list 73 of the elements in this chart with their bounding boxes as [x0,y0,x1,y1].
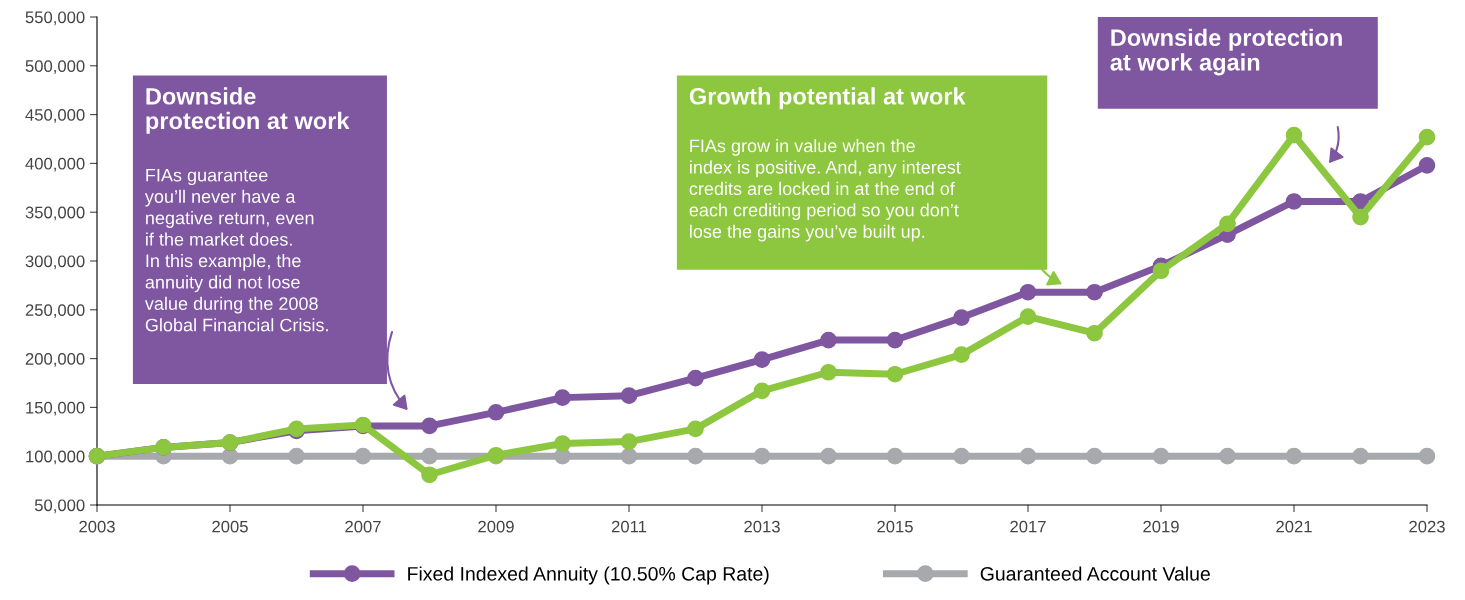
point [687,369,704,387]
point [1352,208,1369,226]
point [288,447,305,465]
point [1418,128,1436,146]
point [1285,193,1303,210]
x-tick-label: 2007 [345,520,381,533]
y-tick-label: 550,000 [25,11,85,26]
point [886,447,904,465]
point [620,433,638,450]
point [953,309,970,326]
x-tick-label: 2019 [1143,520,1179,533]
y-tick-label: 150,000 [26,401,85,416]
y-tick-label: 250,000 [25,304,85,318]
point [421,447,438,465]
point [1219,215,1236,233]
point [886,365,904,383]
point [820,447,837,465]
y-tick-label: 300,000 [25,255,85,270]
point [421,466,438,484]
point [1152,447,1170,465]
y-tick-label: 500,000 [25,60,85,74]
point [1285,126,1303,144]
y-tick-label: 200,000 [25,353,85,367]
point [953,346,970,364]
point [1352,447,1369,465]
x-tick-label: 2005 [212,520,248,533]
point [554,389,571,406]
point [1418,157,1436,174]
point [620,447,638,465]
y-tick-label: 450,000 [25,109,85,123]
point [620,387,638,405]
point [1086,324,1103,342]
point [753,351,771,368]
y-tick-label: 350,000 [25,206,85,221]
point [354,447,372,465]
x-tick-label: 2013 [744,520,780,533]
annotation: FIAs grow in value when the index is positive. And, any interest credits are locked in at the end of each crediting period so you don’t lose the gains you’ve built up. [689,139,961,242]
x-tick-label: 2003 [79,520,115,533]
point [953,447,970,465]
point [886,331,904,349]
point [1019,308,1037,325]
point [1219,447,1236,465]
point [487,403,505,421]
x-tick-label: 2023 [1409,520,1445,533]
x-tick-label: 2009 [478,520,514,533]
x-tick-label: 2021 [1276,520,1312,533]
annotation: Downside protection at work [146,87,350,134]
legend-label: Fixed Indexed Annuity (10.50% Cap Rate) [408,566,769,585]
legend-label: Guaranteed Account Value [980,566,1210,581]
y-tick-label: 100,000 [26,450,85,465]
annotation: Downside protection at work again [1110,28,1342,76]
point [1019,447,1037,465]
y-tick-label: 400,000 [25,157,85,172]
point [1285,447,1303,465]
point [1086,283,1103,301]
annotation: FIAs guarantee you’ll never have a negative return, even if the market does. In this example, the annuity did not lose value during the 2008 Global Financial Crisis. [144,168,328,332]
point [820,331,837,349]
point [554,435,571,452]
x-tick-label: 2017 [1010,520,1046,533]
point [1086,447,1103,465]
point [820,363,837,381]
point [1152,262,1170,280]
point [421,417,438,435]
point [753,382,771,400]
point [687,447,704,465]
x-tick-label: 2011 [611,520,647,533]
point [1019,283,1037,301]
y-tick-label: 50,000 [34,499,85,514]
point [1418,447,1436,465]
annotation: Growth potential at work [689,87,966,110]
point [687,420,704,438]
point [753,447,771,465]
x-tick-label: 2015 [877,520,913,533]
